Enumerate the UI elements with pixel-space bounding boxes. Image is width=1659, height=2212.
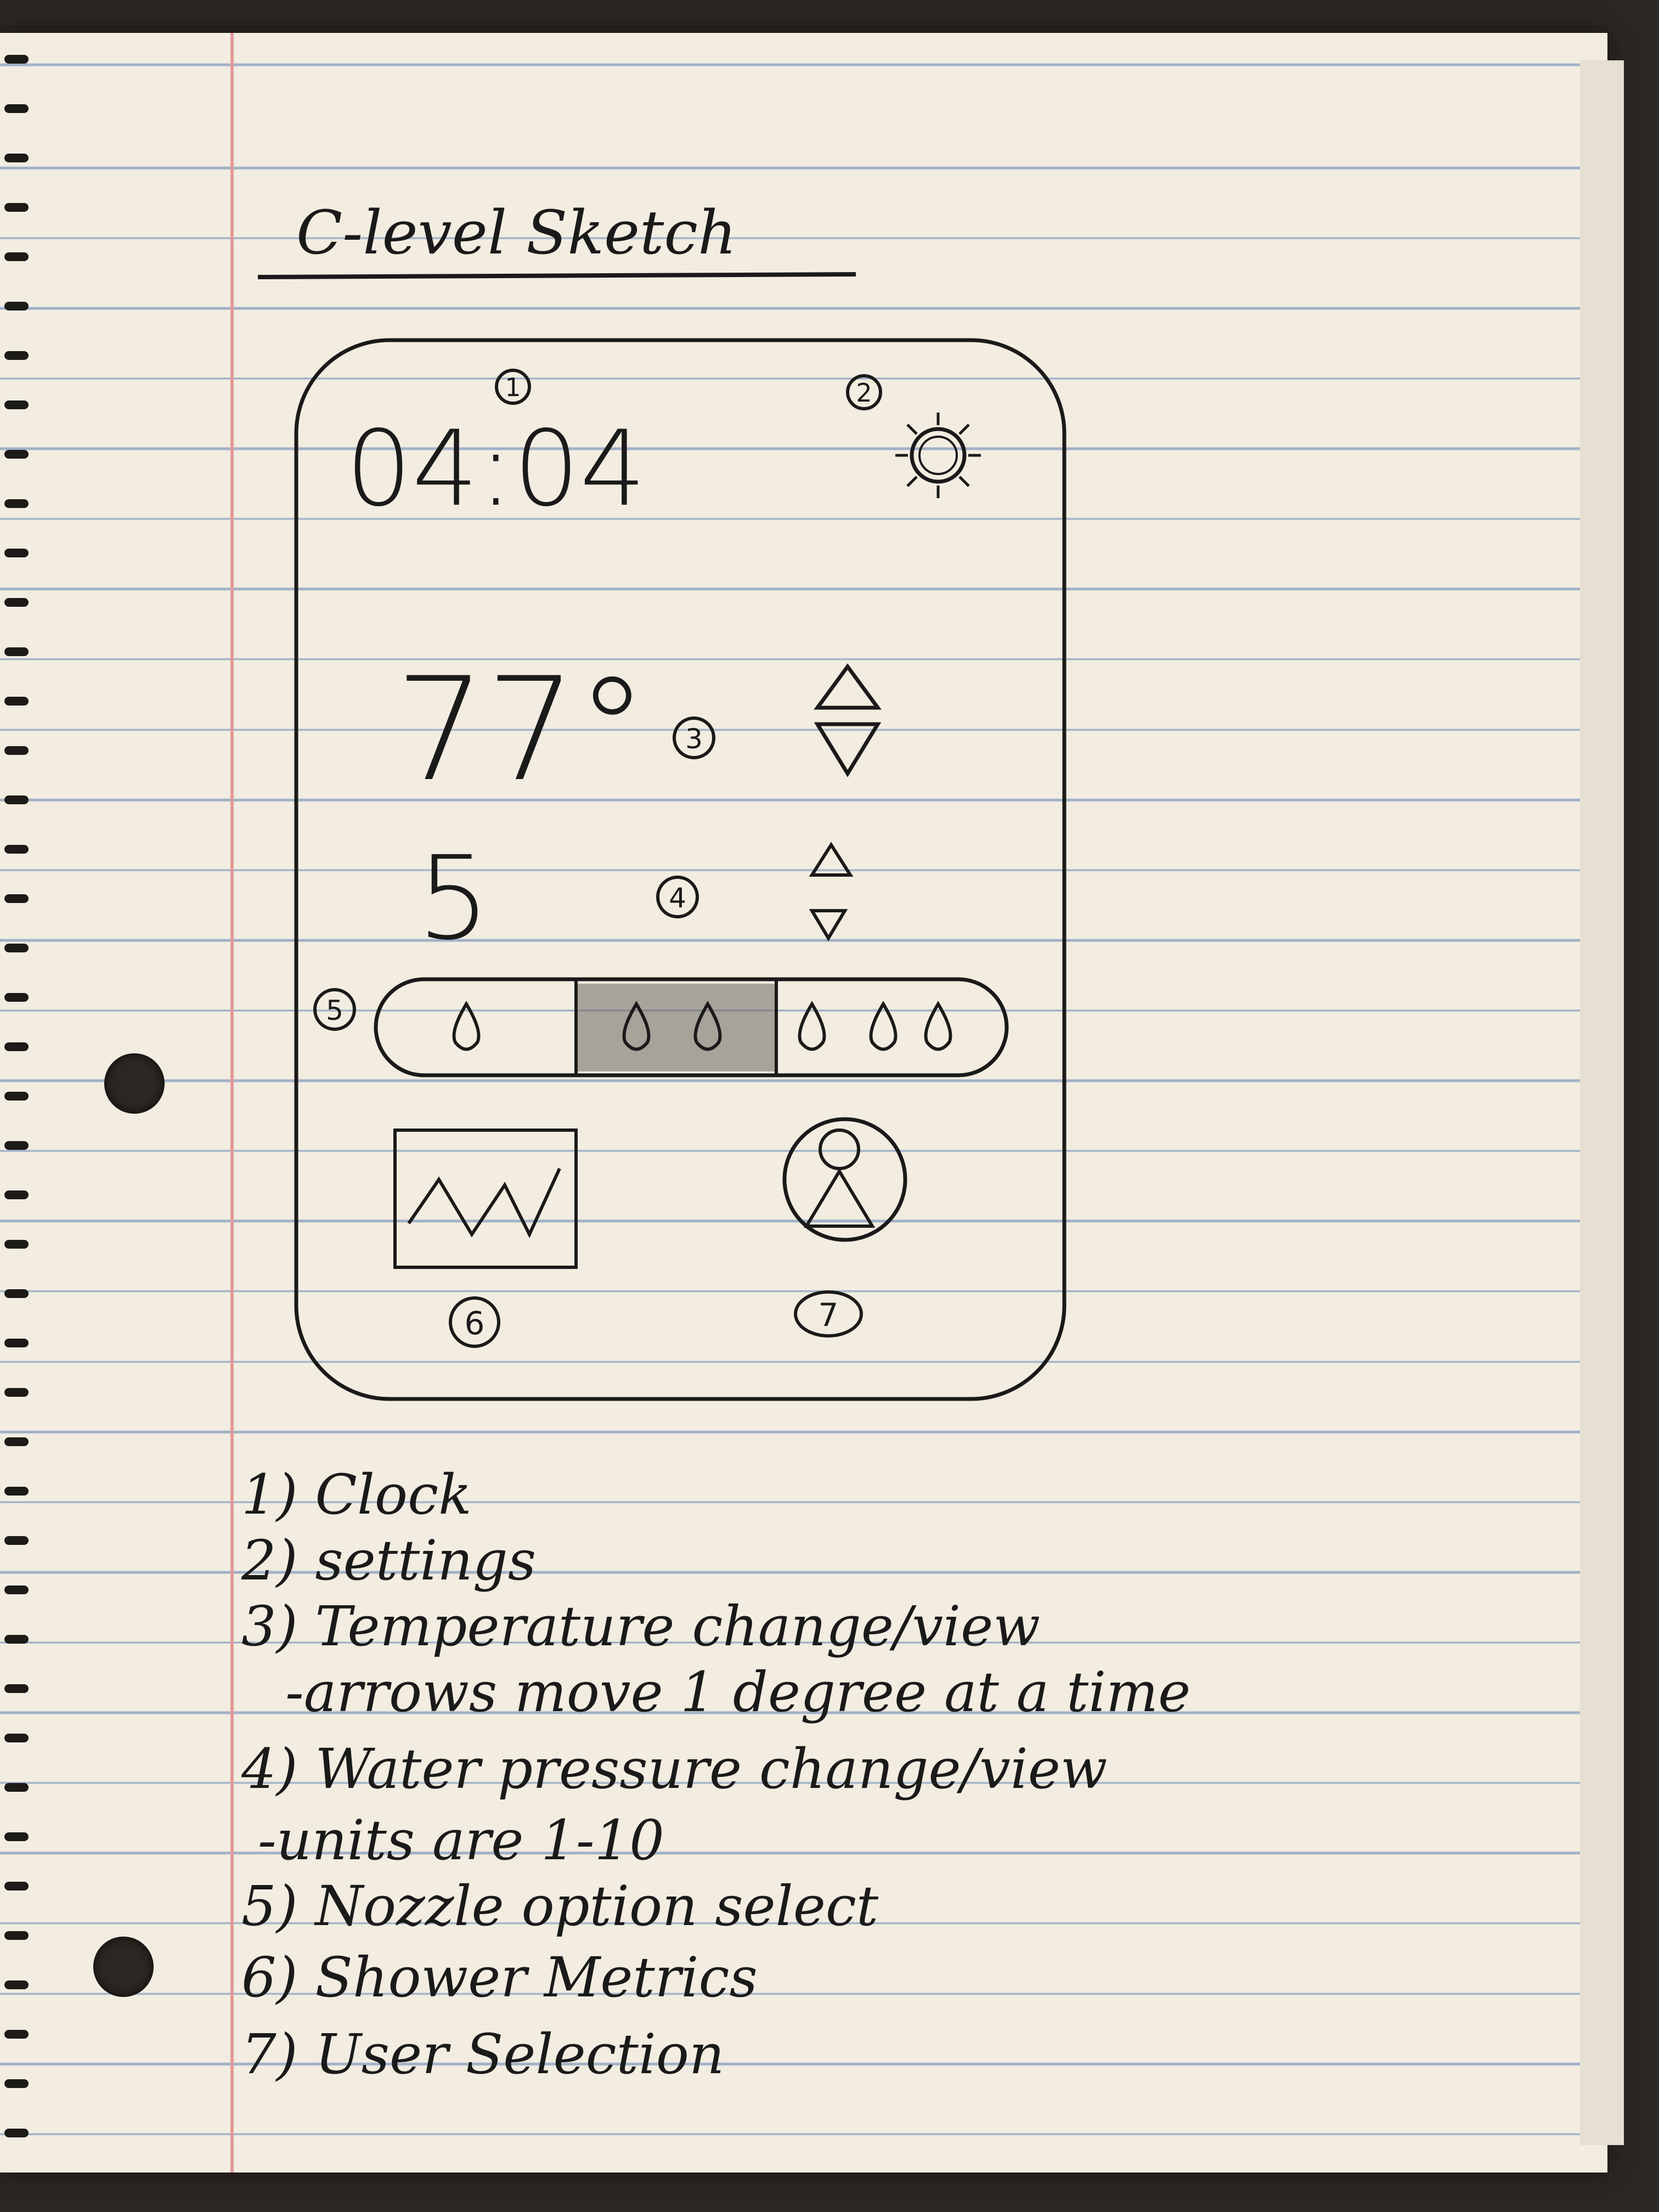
spiral-ring: [4, 1832, 29, 1841]
spiral-ring: [4, 1437, 29, 1446]
nozzle-option-selected: [576, 984, 776, 1071]
svg-text:1: 1: [505, 373, 521, 402]
spiral-ring: [4, 1585, 29, 1594]
legend-item-6: 6) Shower Metrics: [241, 1945, 758, 2010]
spiral-ring: [4, 1980, 29, 1989]
callout-3: 3: [673, 716, 715, 759]
spiral-ring: [4, 1684, 29, 1693]
title-underline: [257, 272, 856, 279]
svg-text:4: 4: [669, 882, 686, 914]
spiral-ring: [4, 154, 29, 162]
legend-item-3-note: -arrows move 1 degree at a time: [285, 1660, 1191, 1724]
temperature-display: 77°: [395, 647, 648, 813]
spiral-ring: [4, 1783, 29, 1792]
spiral-ring: [4, 647, 29, 656]
notebook-page: [0, 33, 1607, 2172]
callout-2: 2: [846, 374, 882, 410]
spiral-ring: [4, 55, 29, 64]
svg-text:3: 3: [685, 723, 703, 755]
water-drop-icon: [869, 1001, 898, 1051]
legend-item-7: 7) User Selection: [241, 2022, 725, 2086]
spiral-ring: [4, 2079, 29, 2088]
legend-item-5: 5) Nozzle option select: [241, 1874, 879, 1938]
margin-line: [230, 33, 234, 2172]
water-drop-icon: [693, 1001, 722, 1051]
legend-item-4: 4) Water pressure change/view: [241, 1737, 1108, 1801]
svg-text:7: 7: [819, 1296, 839, 1334]
spiral-ring: [4, 894, 29, 903]
clock-display: 04:04: [346, 408, 646, 529]
spiral-ring: [4, 598, 29, 607]
callout-7: 7: [794, 1290, 863, 1338]
water-drop-icon: [798, 1001, 826, 1051]
callout-5: 5: [313, 988, 356, 1031]
spiral-ring: [4, 1190, 29, 1199]
svg-text:6: 6: [465, 1305, 485, 1342]
spiral-ring: [4, 845, 29, 854]
water-drop-icon: [924, 1001, 952, 1051]
spiral-ring: [4, 499, 29, 508]
legend-item-4-note: -units are 1-10: [258, 1808, 664, 1872]
spiral-ring: [4, 1734, 29, 1742]
sketch-title: C-level Sketch: [296, 198, 737, 268]
spiral-ring: [4, 400, 29, 409]
punch-hole: [93, 1937, 154, 1997]
pressure-up-arrow: [809, 842, 854, 877]
spiral-ring: [4, 302, 29, 311]
page-edge: [1580, 60, 1624, 2145]
phone-outline: [294, 338, 1066, 1401]
spiral-ring: [4, 1635, 29, 1644]
spiral-ring: [4, 104, 29, 113]
spiral-ring: [4, 2129, 29, 2137]
legend-item-1: 1) Clock: [241, 1463, 472, 1527]
spiral-ring: [4, 1882, 29, 1891]
pressure-display: 5: [417, 831, 490, 966]
spiral-ring: [4, 1388, 29, 1397]
spiral-ring: [4, 2030, 29, 2039]
callout-1: 1: [495, 369, 531, 405]
spiral-ring: [4, 795, 29, 804]
legend-item-3: 3) Temperature change/view: [241, 1594, 1040, 1658]
nozzle-selector: [374, 977, 1009, 1077]
spiral-ring: [4, 549, 29, 557]
spiral-ring: [4, 252, 29, 261]
svg-text:5: 5: [326, 995, 343, 1026]
legend-item-2: 2) settings: [241, 1528, 537, 1593]
punch-hole: [104, 1053, 165, 1114]
svg-text:2: 2: [856, 378, 872, 408]
spiral-ring: [4, 203, 29, 212]
spiral-ring: [4, 1141, 29, 1150]
spiral-ring: [4, 993, 29, 1002]
callout-4: 4: [656, 876, 699, 918]
spiral-ring: [4, 450, 29, 459]
spiral-ring: [4, 944, 29, 952]
spiral-ring: [4, 1339, 29, 1347]
temp-up-arrow: [814, 663, 882, 710]
spiral-ring: [4, 1536, 29, 1545]
spiral-ring: [4, 1931, 29, 1940]
person-icon: [782, 1117, 907, 1242]
spiral-ring: [4, 1487, 29, 1496]
sun-gear-icon: [895, 413, 981, 498]
spiral-ring: [4, 351, 29, 360]
line-graph-icon: [393, 1128, 578, 1269]
water-drop-icon: [452, 1001, 481, 1051]
spiral-ring: [4, 1289, 29, 1298]
spiral-ring: [4, 746, 29, 755]
temp-down-arrow: [814, 722, 882, 777]
spiral-binding: [0, 0, 33, 2212]
spiral-ring: [4, 1042, 29, 1051]
pressure-down-arrow: [809, 909, 848, 941]
callout-6: 6: [449, 1296, 500, 1348]
spiral-ring: [4, 1092, 29, 1101]
spiral-ring: [4, 697, 29, 706]
water-drop-icon: [622, 1001, 651, 1051]
spiral-ring: [4, 1240, 29, 1249]
